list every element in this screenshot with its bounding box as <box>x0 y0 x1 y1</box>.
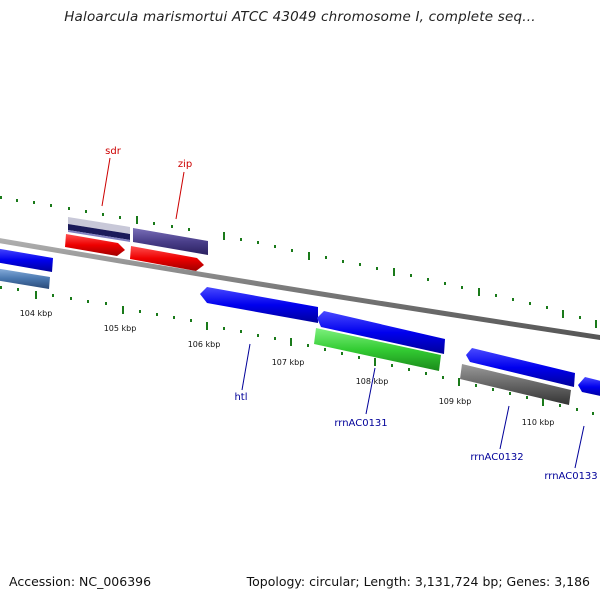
sdr-red-arrow <box>65 234 125 256</box>
accession-text: Accession: NC_006396 <box>9 574 152 589</box>
rrnAC0131-green-feature <box>314 328 441 371</box>
zip-purple-feature <box>133 228 208 255</box>
zip-leader-line <box>175 171 185 220</box>
map-title: Haloarcula marismortui ATCC 43049 chromo… <box>64 9 536 25</box>
genome-backbone <box>0 238 600 341</box>
scale-label-109: 109 kbp <box>439 397 472 406</box>
rrnAC0131-blue-arrow <box>317 311 445 354</box>
zip-red-arrow <box>130 246 204 271</box>
gene-label-htl: htl <box>234 392 247 403</box>
rrnAC0133-leader-line <box>574 425 585 469</box>
left-blue-feature <box>0 248 53 272</box>
scale-label-110: 110 kbp <box>522 418 555 427</box>
gene-label-zip: zip <box>178 159 192 170</box>
htl-leader-line <box>241 343 251 391</box>
gene-label-rrnAC0131: rrnAC0131 <box>334 418 387 429</box>
scale-label-104: 104 kbp <box>20 309 53 318</box>
gene-label-sdr: sdr <box>105 146 122 157</box>
sdr-outer-feature <box>68 217 130 242</box>
sdr-leader-line <box>101 157 111 207</box>
inner-tick-ring <box>0 286 594 415</box>
rrnAC0132-blue-arrow <box>466 348 575 387</box>
rrnAC0132-leader-line <box>499 405 510 450</box>
htl-blue-arrow <box>200 287 318 323</box>
gene-label-rrnAC0132: rrnAC0132 <box>470 452 523 463</box>
gene-label-rrnAC0133: rrnAC0133 <box>544 471 597 482</box>
outer-tick-ring <box>0 196 597 328</box>
rrnAC0132-gray-feature <box>460 364 571 405</box>
scale-label-105: 105 kbp <box>104 324 137 333</box>
scale-label-107: 107 kbp <box>272 358 305 367</box>
left-steel-feature <box>0 268 50 289</box>
rrnAC0131-leader-line <box>365 367 376 415</box>
genome-summary-text: Topology: circular; Length: 3,131,724 bp… <box>246 574 590 589</box>
rrnAC0133-blue-arrow <box>578 377 600 396</box>
scale-label-106: 106 kbp <box>188 340 221 349</box>
scale-label-108: 108 kbp <box>356 377 389 386</box>
